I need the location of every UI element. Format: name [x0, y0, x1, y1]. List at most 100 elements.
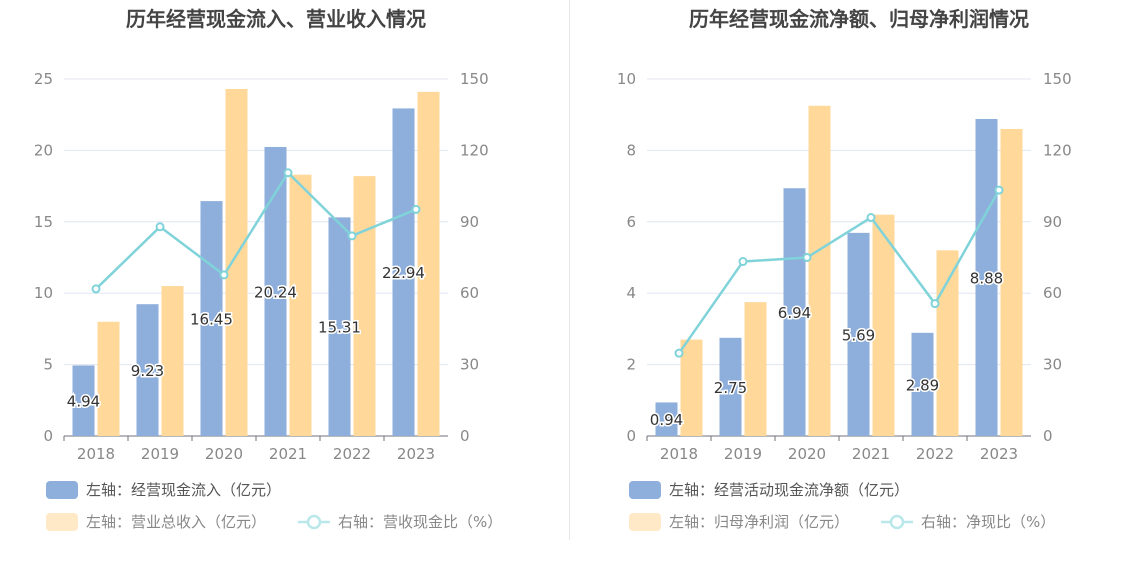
bar-cash-inflow: [264, 146, 287, 437]
x-axis-tick-label: 2018: [660, 445, 698, 463]
bar-data-label: 4.94: [67, 393, 100, 411]
ratio-point: [738, 257, 748, 267]
bar-net-profit: [808, 105, 831, 437]
ratio-point: [347, 231, 357, 241]
bar-data-label: 5.69: [842, 326, 875, 344]
ratio-point: [802, 253, 812, 262]
x-axis-tick-label: 2019: [724, 445, 762, 463]
bar-cash-inflow: [392, 108, 415, 436]
bar-net-profit: [1000, 128, 1023, 437]
legend-label: 左轴：归母净利润（亿元）: [669, 513, 849, 531]
bar-revenue: [225, 88, 248, 436]
ratio-point: [411, 204, 421, 214]
bar-revenue: [161, 286, 184, 436]
legend-label: 左轴：营业总收入（亿元）: [86, 513, 266, 531]
right-axis-tick-label: 90: [1043, 213, 1062, 231]
left-axis-tick-label: 8: [626, 141, 636, 159]
left-axis-tick-label: 6: [626, 213, 636, 231]
ratio-line: [95, 170, 417, 290]
legend-swatch-bar: [629, 513, 661, 531]
panel-divider: [569, 0, 570, 540]
bar-net-cash-flow: [847, 232, 870, 436]
bar-cash-inflow: [328, 217, 351, 436]
bar-data-label: 8.88: [970, 269, 1003, 287]
bar-cash-inflow: [72, 365, 95, 436]
left-axis-tick-label: 0: [626, 427, 636, 445]
ratio-point: [155, 222, 165, 232]
legend-swatch-marker: [306, 514, 322, 530]
bar-net-cash-flow: [719, 337, 742, 436]
x-axis-tick-label: 2021: [852, 445, 890, 463]
left-axis-tick-label: 20: [34, 141, 53, 159]
x-axis-tick-label: 2023: [980, 445, 1018, 463]
right-axis-tick-label: 120: [1043, 141, 1072, 159]
ratio-point: [283, 168, 293, 178]
x-axis-tick-label: 2022: [916, 445, 954, 463]
left-axis-tick-label: 2: [626, 356, 636, 374]
bar-revenue: [353, 176, 376, 436]
bar-revenue: [417, 91, 440, 437]
bar-data-label: 20.24: [254, 283, 297, 301]
left-axis-tick-label: 25: [34, 70, 53, 88]
chart-title: 历年经营现金流净额、归母净利润情况: [689, 7, 1029, 31]
right-axis-tick-label: 0: [460, 427, 470, 445]
x-axis-tick-label: 2020: [205, 445, 243, 463]
bar-revenue: [97, 321, 120, 436]
left-axis-tick-label: 0: [43, 427, 53, 445]
x-axis-tick-label: 2018: [77, 445, 115, 463]
legend-label: 左轴：经营现金流入（亿元）: [86, 481, 281, 499]
bar-data-label: 6.94: [778, 304, 811, 322]
bar-net-profit: [744, 302, 767, 436]
bar-data-label: 22.94: [382, 264, 425, 282]
right-axis-tick-label: 60: [460, 284, 479, 302]
legend-swatch-bar: [46, 481, 78, 499]
left-axis-tick-label: 10: [617, 70, 636, 88]
ratio-point: [91, 284, 101, 294]
bar-data-label: 2.89: [906, 376, 939, 394]
legend-swatch-bar: [46, 513, 78, 531]
legend-label: 右轴：营收现金比（%）: [338, 513, 502, 531]
bar-data-label: 15.31: [318, 319, 361, 337]
bar-net-profit: [936, 250, 959, 436]
ratio-point: [994, 185, 1004, 195]
x-axis-tick-label: 2023: [397, 445, 435, 463]
ratio-line: [677, 189, 1001, 354]
chart-title: 历年经营现金流入、营业收入情况: [126, 7, 426, 31]
bar-net-cash-flow: [975, 118, 998, 436]
right-axis-tick-label: 90: [460, 213, 479, 231]
legend-swatch-bar: [629, 481, 661, 499]
x-axis-tick-label: 2022: [333, 445, 371, 463]
bar-data-label: 0.94: [650, 411, 683, 429]
x-axis-tick-label: 2019: [141, 445, 179, 463]
bar-net-cash-flow: [911, 332, 934, 436]
legend-swatch-marker: [889, 514, 905, 530]
bar-net-cash-flow: [783, 188, 806, 436]
right-axis-tick-label: 60: [1043, 284, 1062, 302]
ratio-point: [674, 348, 684, 358]
legend-label: 左轴：经营活动现金流净额（亿元）: [669, 481, 909, 499]
left-axis-tick-label: 5: [43, 356, 53, 374]
right-axis-tick-label: 120: [460, 141, 489, 159]
bar-data-label: 2.75: [714, 379, 747, 397]
bar-cash-inflow: [136, 304, 159, 436]
right-axis-tick-label: 30: [460, 356, 479, 374]
left-axis-tick-label: 15: [34, 213, 53, 231]
right-axis-tick-label: 30: [1043, 356, 1062, 374]
bar-data-label: 9.23: [131, 362, 164, 380]
right-axis-tick-label: 150: [1043, 70, 1072, 88]
legend-label: 右轴：净现比（%）: [921, 513, 1055, 531]
bar-revenue: [289, 174, 312, 436]
x-axis-tick-label: 2021: [269, 445, 307, 463]
bar-net-profit: [680, 339, 703, 436]
right-axis-tick-label: 150: [460, 70, 489, 88]
ratio-point: [866, 213, 876, 223]
right-axis-tick-label: 0: [1043, 427, 1053, 445]
left-axis-tick-label: 4: [626, 284, 636, 302]
bar-net-cash-flow: [655, 402, 678, 436]
left-axis-tick-label: 10: [34, 284, 53, 302]
x-axis-tick-label: 2020: [788, 445, 826, 463]
bar-data-label: 16.45: [190, 311, 233, 329]
ratio-point: [930, 299, 940, 309]
ratio-point: [219, 270, 229, 280]
